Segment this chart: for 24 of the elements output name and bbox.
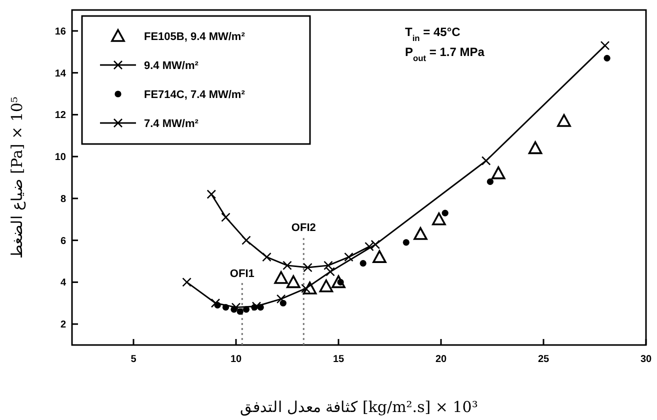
x-axis-title: كثافة معدل التدفق [kg/m².s] × 10³	[240, 398, 478, 416]
x-tick-label: 20	[435, 354, 447, 365]
x-tick-label: 10	[230, 354, 242, 365]
legend-label: FE105B, 9.4 MW/m²	[144, 31, 246, 43]
y-tick-label: 4	[60, 278, 66, 289]
ref-line-label: OFI1	[230, 268, 254, 280]
legend-label: 7.4 MW/m²	[144, 118, 199, 130]
x-tick-label: 25	[538, 354, 550, 365]
y-axis-title: ضياع الضغط [Pa] × 10⁵	[8, 96, 26, 258]
y-tick-label: 10	[54, 152, 66, 164]
annotation: T$_{in}$ = 45°C	[405, 25, 461, 43]
ref-line-label: OFI2	[291, 222, 316, 234]
x-tick-label: 30	[640, 354, 652, 365]
legend-label: 9.4 MW/m²	[144, 60, 199, 72]
x-tick-label: 5	[130, 354, 137, 365]
y-tick-label: 8	[60, 194, 66, 205]
annotation: P$_{out}$ = 1.7 MPa	[405, 45, 485, 63]
x-tick-label: 15	[332, 354, 344, 365]
y-tick-label: 6	[60, 236, 66, 247]
legend-label: FE714C, 7.4 MW/m²	[144, 89, 246, 101]
y-tick-label: 2	[60, 320, 66, 331]
y-tick-label: 12	[54, 110, 66, 122]
y-tick-label: 14	[54, 68, 66, 80]
y-tick-label: 16	[54, 26, 66, 38]
